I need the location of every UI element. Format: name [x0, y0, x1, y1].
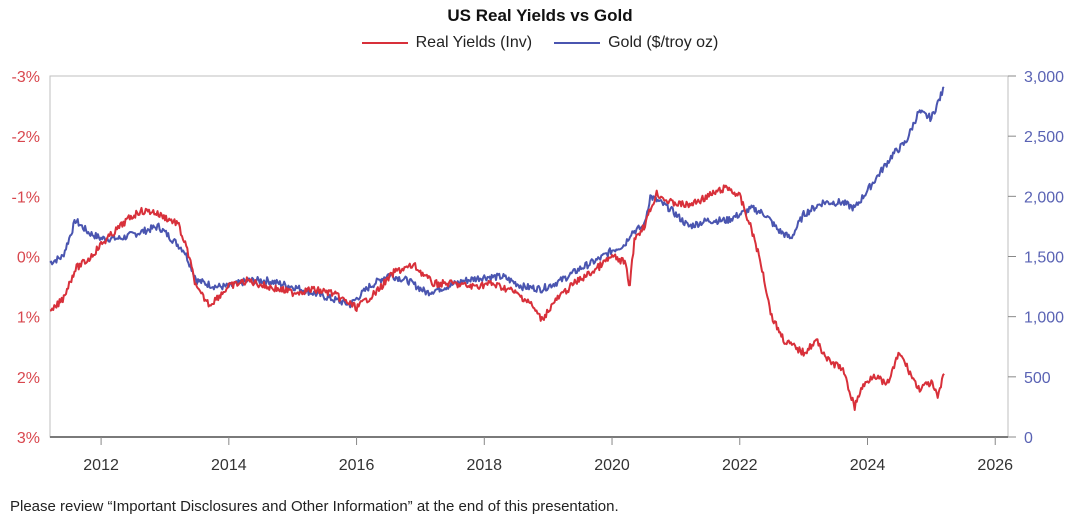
- right-tick-label: 500: [1024, 370, 1051, 387]
- x-tick-label: 2014: [211, 457, 247, 474]
- left-tick-label: -3%: [12, 69, 40, 86]
- legend-item-real-yields: Real Yields (Inv): [361, 34, 533, 52]
- right-tick-label: 1,000: [1024, 310, 1064, 327]
- right-tick-label: 2,500: [1024, 129, 1064, 146]
- left-tick-label: 2%: [17, 370, 40, 387]
- left-tick-label: 3%: [17, 430, 40, 447]
- legend-item-gold: Gold ($/troy oz): [554, 34, 718, 52]
- x-tick-label: 2026: [977, 457, 1013, 474]
- x-tick-label: 2020: [594, 457, 630, 474]
- left-tick-label: 1%: [17, 310, 40, 327]
- legend-label-real-yields: Real Yields (Inv): [415, 34, 533, 51]
- right-tick-label: 1,500: [1024, 250, 1064, 267]
- right-tick-label: 3,000: [1024, 69, 1064, 86]
- x-tick-label: 2018: [466, 457, 502, 474]
- chart-legend: Real Yields (Inv) Gold ($/troy oz): [0, 34, 1080, 52]
- left-tick-label: 0%: [17, 250, 40, 267]
- legend-swatch-gold: [554, 42, 601, 44]
- x-tick-label: 2016: [339, 457, 375, 474]
- left-tick-label: -1%: [12, 189, 40, 206]
- footnote: Please review “Important Disclosures and…: [10, 498, 619, 515]
- chart-title: US Real Yields vs Gold: [447, 6, 633, 25]
- x-tick-label: 2012: [83, 457, 119, 474]
- x-tick-label: 2022: [722, 457, 758, 474]
- right-tick-label: 2,000: [1024, 189, 1064, 206]
- series-line-gold: [49, 86, 945, 309]
- legend-swatch-real-yields: [361, 42, 408, 44]
- legend-label-gold: Gold ($/troy oz): [608, 34, 719, 51]
- right-tick-label: 0: [1024, 430, 1033, 447]
- left-tick-label: -2%: [12, 129, 40, 146]
- x-tick-label: 2024: [850, 457, 886, 474]
- series-line-real-yields: [49, 184, 945, 411]
